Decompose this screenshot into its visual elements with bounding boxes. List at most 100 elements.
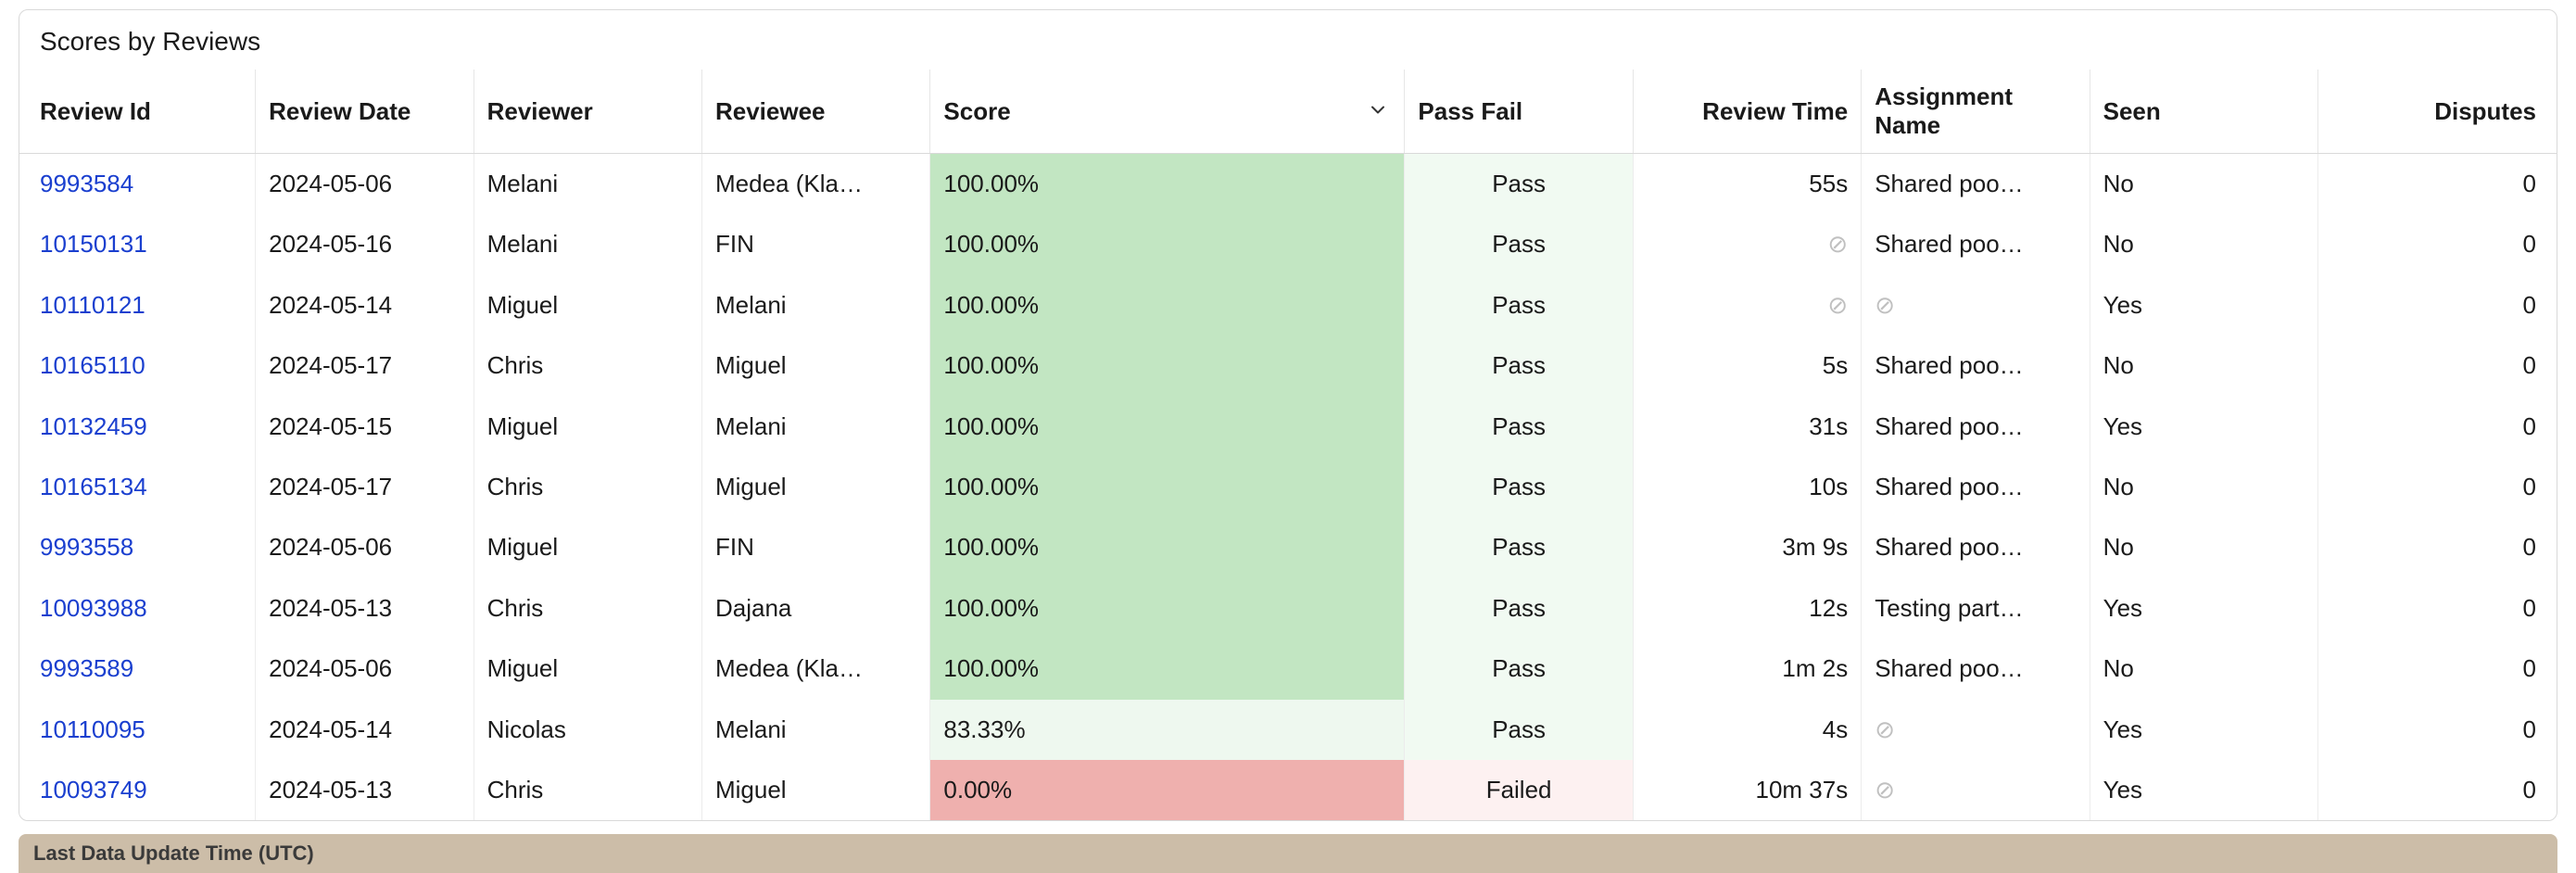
- cell-review-id: 10110095: [19, 700, 256, 760]
- cell-reviewer: Melani: [474, 154, 701, 215]
- footer-update-time-bar: Last Data Update Time (UTC): [19, 834, 2557, 873]
- cell-disputes: 0: [2318, 517, 2557, 577]
- cell-pass-fail: Pass: [1405, 154, 1633, 215]
- cell-assignment: Shared poo…: [1862, 214, 2090, 274]
- col-header-seen[interactable]: Seen: [2090, 70, 2317, 154]
- review-id-link[interactable]: 10150131: [40, 230, 147, 258]
- cell-review-id: 10150131: [19, 214, 256, 274]
- review-id-link[interactable]: 10165134: [40, 473, 147, 500]
- cell-reviewee: Dajana: [701, 578, 929, 639]
- cell-reviewee: FIN: [701, 214, 929, 274]
- cell-reviewer: Miguel: [474, 275, 701, 335]
- cell-pass-fail: Pass: [1405, 578, 1633, 639]
- cell-disputes: 0: [2318, 214, 2557, 274]
- cell-score: 83.33%: [930, 700, 1405, 760]
- cell-reviewee: Melani: [701, 397, 929, 457]
- col-header-assignment[interactable]: Assignment Name: [1862, 70, 2090, 154]
- cell-review-date: 2024-05-06: [256, 154, 474, 215]
- cell-review-date: 2024-05-16: [256, 214, 474, 274]
- col-header-review-date[interactable]: Review Date: [256, 70, 474, 154]
- cell-seen: Yes: [2090, 397, 2317, 457]
- cell-assignment: Shared poo…: [1862, 517, 2090, 577]
- table-row: 101651342024-05-17ChrisMiguel100.00%Pass…: [19, 457, 2557, 517]
- review-id-link[interactable]: 10165110: [40, 351, 145, 379]
- cell-review-date: 2024-05-14: [256, 275, 474, 335]
- col-header-score[interactable]: Score: [930, 70, 1405, 154]
- cell-score: 100.00%: [930, 457, 1405, 517]
- cell-score: 100.00%: [930, 275, 1405, 335]
- empty-icon: ⊘: [1875, 291, 1895, 319]
- cell-seen: Yes: [2090, 700, 2317, 760]
- cell-pass-fail: Pass: [1405, 639, 1633, 699]
- cell-disputes: 0: [2318, 760, 2557, 820]
- cell-seen: Yes: [2090, 578, 2317, 639]
- col-header-disputes[interactable]: Disputes: [2318, 70, 2557, 154]
- review-id-link[interactable]: 10093988: [40, 594, 147, 622]
- cell-seen: Yes: [2090, 275, 2317, 335]
- cell-assignment: Shared poo…: [1862, 457, 2090, 517]
- cell-assignment: Testing part…: [1862, 578, 2090, 639]
- cell-reviewer: Chris: [474, 335, 701, 396]
- review-id-link[interactable]: 10110095: [40, 715, 145, 743]
- cell-pass-fail: Pass: [1405, 700, 1633, 760]
- cell-review-time: 3m 9s: [1633, 517, 1861, 577]
- cell-seen: No: [2090, 214, 2317, 274]
- cell-seen: No: [2090, 457, 2317, 517]
- cell-score: 100.00%: [930, 639, 1405, 699]
- chevron-down-icon: [1369, 97, 1387, 126]
- cell-review-id: 9993589: [19, 639, 256, 699]
- cell-reviewer: Miguel: [474, 397, 701, 457]
- review-id-link[interactable]: 10093749: [40, 776, 147, 803]
- cell-score: 100.00%: [930, 154, 1405, 215]
- cell-review-time: 31s: [1633, 397, 1861, 457]
- cell-seen: No: [2090, 154, 2317, 215]
- col-header-reviewee[interactable]: Reviewee: [701, 70, 929, 154]
- cell-review-id: 9993584: [19, 154, 256, 215]
- cell-review-id: 9993558: [19, 517, 256, 577]
- cell-reviewee: Medea (Kla…: [701, 639, 929, 699]
- cell-reviewer: Chris: [474, 457, 701, 517]
- cell-review-time: 5s: [1633, 335, 1861, 396]
- review-id-link[interactable]: 9993558: [40, 533, 133, 561]
- cell-score: 100.00%: [930, 517, 1405, 577]
- scores-table: Review Id Review Date Reviewer Reviewee …: [19, 70, 2557, 820]
- cell-review-id: 10093988: [19, 578, 256, 639]
- cell-assignment: ⊘: [1862, 275, 2090, 335]
- col-header-reviewer[interactable]: Reviewer: [474, 70, 701, 154]
- cell-reviewee: Miguel: [701, 760, 929, 820]
- cell-assignment: Shared poo…: [1862, 335, 2090, 396]
- cell-pass-fail: Pass: [1405, 517, 1633, 577]
- review-id-link[interactable]: 10110121: [40, 291, 145, 319]
- table-row: 101501312024-05-16MelaniFIN100.00%Pass⊘S…: [19, 214, 2557, 274]
- cell-review-time: 55s: [1633, 154, 1861, 215]
- table-row: 100939882024-05-13ChrisDajana100.00%Pass…: [19, 578, 2557, 639]
- col-header-pass-fail[interactable]: Pass Fail: [1405, 70, 1633, 154]
- cell-review-date: 2024-05-13: [256, 760, 474, 820]
- cell-disputes: 0: [2318, 457, 2557, 517]
- col-header-review-time[interactable]: Review Time: [1633, 70, 1861, 154]
- cell-reviewer: Miguel: [474, 517, 701, 577]
- cell-score: 100.00%: [930, 397, 1405, 457]
- cell-review-time: 10s: [1633, 457, 1861, 517]
- review-id-link[interactable]: 10132459: [40, 412, 147, 440]
- cell-disputes: 0: [2318, 154, 2557, 215]
- cell-score: 100.00%: [930, 578, 1405, 639]
- cell-review-id: 10132459: [19, 397, 256, 457]
- scores-card: Scores by Reviews Review Id Review Date …: [19, 9, 2557, 821]
- cell-review-date: 2024-05-13: [256, 578, 474, 639]
- review-id-link[interactable]: 9993589: [40, 654, 133, 682]
- table-row: 101324592024-05-15MiguelMelani100.00%Pas…: [19, 397, 2557, 457]
- cell-reviewee: FIN: [701, 517, 929, 577]
- cell-review-time: 10m 37s: [1633, 760, 1861, 820]
- table-row: 99935582024-05-06MiguelFIN100.00%Pass3m …: [19, 517, 2557, 577]
- review-id-link[interactable]: 9993584: [40, 170, 133, 197]
- cell-reviewee: Miguel: [701, 457, 929, 517]
- cell-reviewer: Chris: [474, 760, 701, 820]
- cell-disputes: 0: [2318, 275, 2557, 335]
- cell-score: 100.00%: [930, 214, 1405, 274]
- cell-reviewee: Melani: [701, 700, 929, 760]
- cell-reviewer: Nicolas: [474, 700, 701, 760]
- cell-review-date: 2024-05-17: [256, 335, 474, 396]
- cell-review-id: 10093749: [19, 760, 256, 820]
- col-header-review-id[interactable]: Review Id: [19, 70, 256, 154]
